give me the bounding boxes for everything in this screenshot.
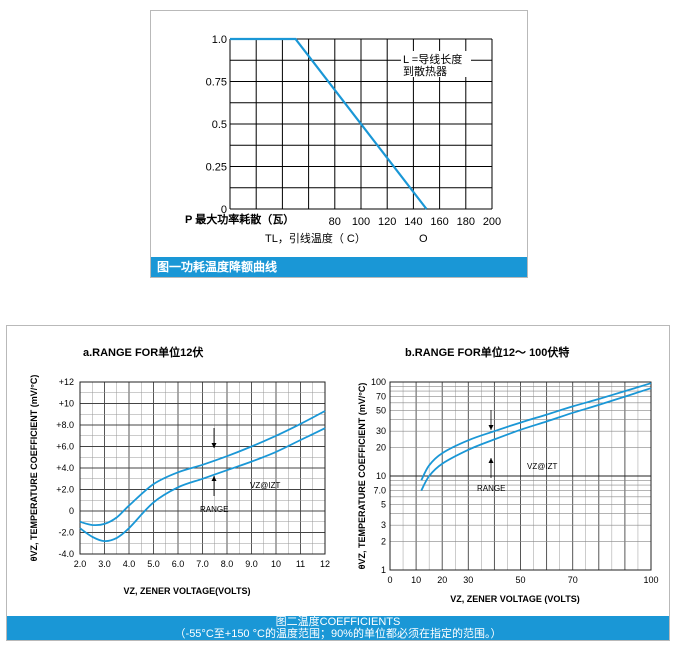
x-tick-label: 140 bbox=[404, 216, 422, 228]
x-tick-label: 100 bbox=[352, 216, 370, 228]
x-tick-label: 10 bbox=[271, 559, 281, 569]
y-tick-label: 7.0 bbox=[373, 486, 386, 496]
y-axis-title: P 最大功率耗散（瓦） bbox=[185, 212, 294, 226]
y-tick-label: +6.0 bbox=[56, 442, 74, 452]
y-tick-label: 100 bbox=[371, 377, 386, 387]
y-tick-label: 2 bbox=[381, 537, 386, 547]
y-tick-label: 0.25 bbox=[206, 162, 227, 174]
x-tick-label: 80 bbox=[329, 216, 341, 228]
vz-at-izt-annotation: VZ@IZT bbox=[250, 481, 280, 490]
y-tick-label: 30 bbox=[376, 426, 386, 436]
annotation-backdrop bbox=[401, 51, 471, 77]
x-tick-label: 10 bbox=[411, 575, 421, 585]
x-tick-label: 120 bbox=[378, 216, 396, 228]
plot-border bbox=[389, 381, 652, 571]
x-tick-label: 160 bbox=[430, 216, 448, 228]
y-tick-label: 20 bbox=[376, 443, 386, 453]
y-tick-label: 3 bbox=[381, 520, 386, 530]
y-tick-label: 0.75 bbox=[206, 77, 227, 89]
y-tick-label: 50 bbox=[376, 405, 386, 415]
x-tick-label: 30 bbox=[463, 575, 473, 585]
x-tick-label: 20 bbox=[437, 575, 447, 585]
coefficient-curve-lower bbox=[420, 387, 652, 492]
x-tick-label: 8.0 bbox=[221, 559, 234, 569]
y-tick-label: +12 bbox=[59, 377, 74, 387]
y-tick-label: +2.0 bbox=[56, 485, 74, 495]
x-axis-title-suffix: O bbox=[419, 233, 428, 245]
derating-curve bbox=[230, 37, 428, 210]
x-tick-label: 4.0 bbox=[123, 559, 136, 569]
figure-1-panel: 0 0.25 0.5 0.75 1.0 80 100 120 140 160 180 200 L =导线… bbox=[150, 10, 528, 278]
y-tick-label: +10 bbox=[59, 399, 74, 409]
x-tick-label: 100 bbox=[643, 575, 658, 585]
x-axis-title: TL，引线温度（ C） bbox=[265, 231, 366, 245]
coefficient-curve-upper bbox=[79, 410, 326, 527]
x-tick-label: 70 bbox=[568, 575, 578, 585]
chart-b-title: b.RANGE FOR单位12～ 100伏特 bbox=[405, 345, 569, 359]
figure-2-caption-line-1: 图二温度COEFFICIENTS bbox=[275, 616, 401, 628]
chart-b-x-axis-title: VZ, ZENER VOLTAGE (VOLTS) bbox=[450, 594, 580, 604]
range-arrow-bottom-head bbox=[211, 476, 217, 481]
y-tick-label: 5 bbox=[381, 499, 386, 509]
y-tick-label: 1.0 bbox=[212, 34, 227, 46]
y-tick-label: +4.0 bbox=[56, 463, 74, 473]
x-tick-label: 2.0 bbox=[74, 559, 87, 569]
x-tick-label: 9.0 bbox=[245, 559, 258, 569]
y-tick-label: +8.0 bbox=[56, 420, 74, 430]
coefficient-curve-upper bbox=[420, 382, 652, 481]
figure-1-caption: 图一功耗温度降额曲线 bbox=[151, 257, 527, 277]
range-arrow-top-head bbox=[211, 443, 217, 448]
power-derating-chart: 0 0.25 0.5 0.75 1.0 80 100 120 140 160 180 200 L =导线… bbox=[185, 34, 501, 245]
chart-a-y-axis-title: θVZ, TEMPERATURE COEFFICIENT (mV/°C) bbox=[29, 375, 39, 562]
x-tick-label: 7.0 bbox=[196, 559, 209, 569]
temperature-coefficient-chart-a: -4.0 -2.0 0 +2.0 +4.0 +6.0 +8.0 +10 +12 2.0 3.0 4.0… bbox=[29, 345, 330, 596]
x-tick-label: 11 bbox=[296, 559, 305, 569]
y-tick-label: 1 bbox=[381, 565, 386, 575]
y-tick-label: 0 bbox=[221, 204, 227, 216]
range-arrow-top-head bbox=[488, 425, 494, 430]
range-arrow-bottom-head bbox=[488, 458, 494, 463]
x-tick-label: 12 bbox=[320, 559, 330, 569]
coefficient-curve-lower bbox=[79, 427, 326, 543]
lead-length-annotation: L =导线长度 bbox=[403, 52, 462, 66]
chart-a-title: a.RANGE FOR单位12伏 bbox=[83, 345, 203, 359]
x-tick-label: 0 bbox=[387, 575, 392, 585]
figure-2-caption: 图二温度COEFFICIENTS （-55°C至+150 °C的温度范围；90%… bbox=[7, 616, 669, 640]
range-annotation: RANGE bbox=[200, 505, 228, 514]
range-annotation: RANGE bbox=[477, 484, 505, 493]
y-tick-label: 10 bbox=[376, 471, 386, 481]
plot-border bbox=[79, 381, 326, 555]
x-tick-label: 50 bbox=[515, 575, 525, 585]
chart-b-y-axis-title: θVZ, TEMPERATURE COEFFICIENT (mV/°C) bbox=[357, 383, 367, 570]
y-tick-label: -2.0 bbox=[58, 528, 74, 538]
y-tick-label: -4.0 bbox=[58, 549, 74, 559]
to-heatsink-annotation: 到散热器 bbox=[403, 64, 447, 78]
y-tick-label: 70 bbox=[376, 392, 386, 402]
x-tick-label: 200 bbox=[483, 216, 501, 228]
figure-2-panel: -4.0 -2.0 0 +2.0 +4.0 +6.0 +8.0 +10 +12 2.0 3.0 4.0… bbox=[6, 325, 670, 641]
x-tick-label: 6.0 bbox=[172, 559, 185, 569]
chart-a-x-axis-title: VZ, ZENER VOLTAGE(VOLTS) bbox=[124, 586, 251, 596]
y-tick-label: 0 bbox=[69, 506, 74, 516]
temperature-coefficient-chart-b: 1 2 3 5 7.0 10 20 30 50 70 100 0 10 20 30 50 70 100 b.RANG… bbox=[357, 345, 659, 604]
x-tick-label: 5.0 bbox=[147, 559, 160, 569]
vz-at-izt-annotation: VZ@IZT bbox=[527, 462, 557, 471]
figure-2-caption-line-2: （-55°C至+150 °C的温度范围；90%的单位都必须在指定的范围。） bbox=[174, 628, 502, 640]
x-tick-label: 3.0 bbox=[98, 559, 111, 569]
y-tick-label: 0.5 bbox=[212, 119, 227, 131]
x-tick-label: 180 bbox=[457, 216, 475, 228]
